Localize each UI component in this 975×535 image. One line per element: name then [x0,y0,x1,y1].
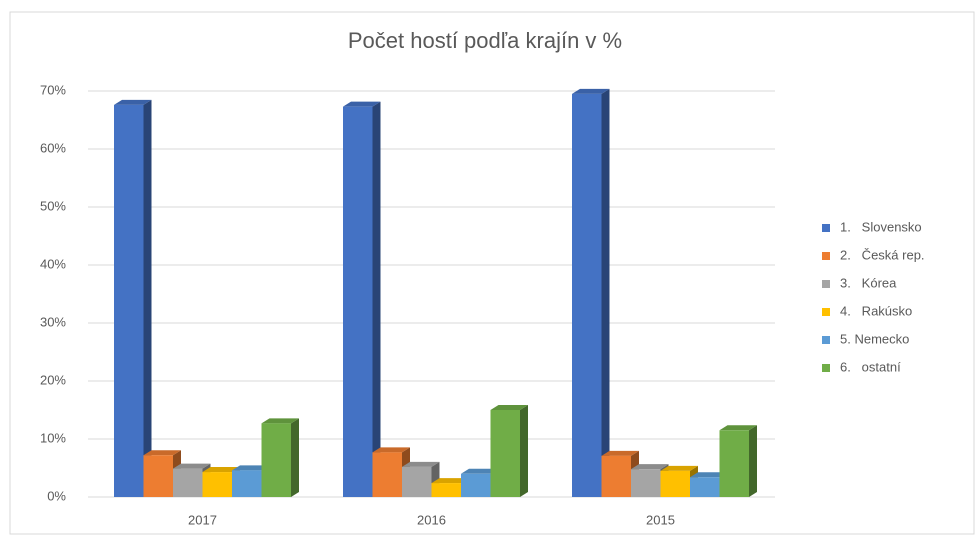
bar-front [461,473,491,497]
y-tick-label: 60% [40,140,66,155]
bar-front [114,104,144,498]
bar-top [372,447,410,453]
y-tick-label: 40% [40,256,66,271]
bar-front [601,455,631,497]
legend-label: 1. Slovensko [840,219,922,234]
bar-side [520,405,528,497]
bar [114,99,152,498]
x-tick-label: 2017 [188,512,217,527]
bar-top [572,88,610,94]
bar [719,425,757,497]
y-tick-label: 50% [40,198,66,213]
bar-top [690,472,728,478]
bar [343,101,381,497]
bar-top [143,450,181,456]
bar-side [372,101,381,497]
bar-top [232,465,270,471]
bar-top [343,101,381,107]
y-tick-label: 30% [40,314,66,329]
legend-label: 5. Nemecko [840,331,909,346]
bar-front [631,469,661,497]
bar-front [660,470,690,497]
bar-top [719,425,757,431]
legend-swatch [822,252,830,260]
bar-top [173,463,211,469]
chart-title: Počet hostí podľa krajín v % [348,28,622,53]
y-tick-label: 10% [40,430,66,445]
bar-top [490,405,528,410]
bar [572,88,610,498]
bar-side [143,99,152,498]
legend-label: 3. Kórea [840,275,897,290]
bar-front [372,452,402,497]
bar-front [572,93,602,498]
bar [490,405,528,497]
legend-swatch [822,224,830,232]
legend-swatch [822,364,830,372]
bar-top [601,450,639,456]
bar [631,464,669,497]
bar-front [202,472,232,497]
legend-swatch [822,336,830,344]
x-tick-label: 2016 [417,512,446,527]
bar-front [343,106,373,497]
bar-front [143,455,173,497]
bar-front [402,466,432,497]
bar-front [690,477,720,497]
y-tick-label: 20% [40,372,66,387]
bar-top [402,461,440,467]
bar-top [631,464,669,470]
bar-top [431,478,469,484]
bar-side [749,425,757,497]
legend-label: 6. ostatní [840,359,901,374]
bar-top [261,418,299,424]
bar-side [601,88,610,498]
bar-front [261,423,291,497]
bar-front [431,483,461,497]
bar-front [719,430,749,497]
bar-top [114,99,152,105]
legend-label: 4. Rakúsko [840,303,912,318]
bar-front [232,470,262,497]
legend-label: 2. Česká rep. [840,247,925,262]
bar-front [490,410,520,497]
bar-side [291,418,299,497]
bar [261,418,299,497]
bar-top [202,467,240,473]
legend-swatch [822,308,830,316]
bar-top [660,465,698,471]
legend-swatch [822,280,830,288]
y-tick-label: 0% [47,488,66,503]
y-tick-label: 70% [40,82,66,97]
bar-top [461,468,499,474]
bar-front [173,468,203,497]
x-tick-label: 2015 [646,512,675,527]
